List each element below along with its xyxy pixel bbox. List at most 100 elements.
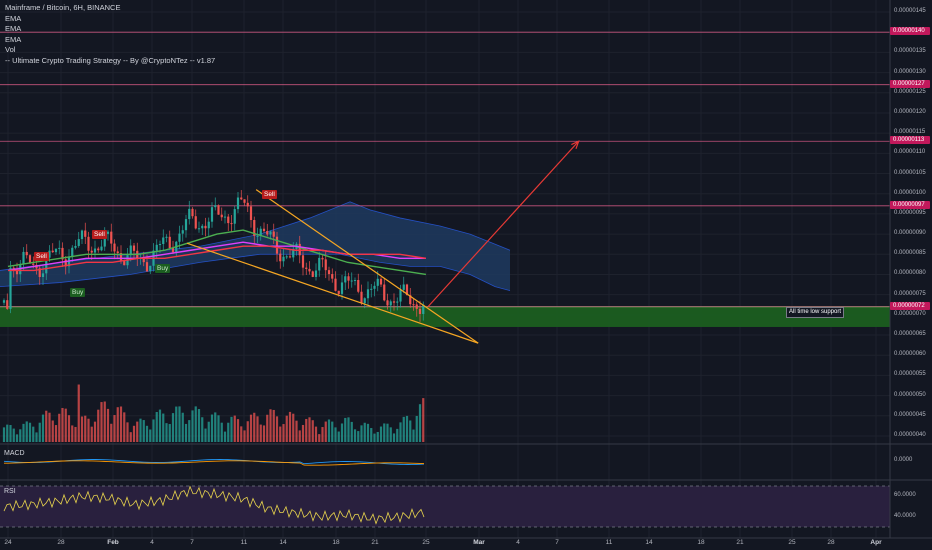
candle-body — [48, 250, 51, 258]
volume-bar — [412, 429, 415, 442]
volume-bar — [188, 420, 191, 442]
candle-body — [275, 236, 279, 254]
support-zone — [0, 306, 890, 327]
buy-signal-label: Buy — [70, 288, 86, 297]
volume-bar — [347, 417, 350, 442]
volume-bar — [181, 412, 184, 442]
candle-body — [246, 202, 249, 207]
candle-body — [266, 231, 269, 235]
volume-bar — [279, 426, 282, 442]
candle-body — [110, 231, 113, 244]
support-note: All time low support — [786, 307, 845, 318]
candle-body — [71, 247, 74, 258]
volume-bar — [275, 416, 279, 442]
legend-strategy[interactable]: -- Ultimate Crypto Trading Strategy -- B… — [5, 55, 216, 65]
volume-bar — [158, 409, 162, 442]
volume-bar — [178, 406, 181, 442]
volume-bar — [324, 421, 327, 442]
candle-body — [220, 214, 223, 218]
volume-bar — [64, 408, 67, 442]
volume-bar — [165, 423, 168, 442]
candle-body — [64, 259, 67, 267]
volume-bar — [9, 425, 12, 442]
candle-body — [318, 257, 321, 271]
volume-bar — [217, 415, 220, 442]
volume-bar — [295, 420, 298, 442]
candle-body — [188, 208, 191, 220]
horizontal-levels — [0, 31, 890, 308]
candle-body — [279, 253, 282, 262]
time-tick: 25 — [422, 539, 430, 546]
legend-ema-2[interactable]: EMA — [5, 24, 22, 33]
volume-bar — [422, 398, 425, 442]
time-tick: 25 — [788, 539, 796, 546]
time-tick: 14 — [279, 539, 287, 546]
volume-bar — [142, 420, 145, 442]
candle-body — [217, 205, 220, 215]
legend-volume[interactable]: Vol — [5, 45, 16, 54]
candle-body — [22, 251, 25, 265]
volume-bar — [103, 401, 106, 442]
candle-body — [41, 273, 45, 278]
candle-body — [357, 279, 360, 292]
volume-bar — [6, 424, 9, 442]
volume-bar — [168, 424, 171, 442]
candle-body — [84, 230, 87, 237]
volume-bar — [311, 420, 314, 442]
candle-body — [158, 244, 162, 246]
volume-bar — [405, 415, 409, 442]
price-level-tag: 0.00000113 — [890, 136, 930, 145]
candle-body — [184, 219, 188, 231]
candle-body — [350, 280, 353, 282]
candle-body — [327, 270, 331, 275]
candle-body — [243, 199, 246, 203]
projection-arrow — [427, 140, 580, 308]
candle-body — [97, 248, 100, 251]
time-tick: 7 — [190, 539, 194, 546]
candle-body — [379, 278, 383, 285]
candle-body — [25, 251, 28, 256]
volume-bar — [171, 413, 175, 442]
volume-bar — [373, 433, 376, 442]
candle-body — [269, 231, 272, 235]
candle-body — [324, 259, 327, 271]
price-tick: 0.00000095 — [894, 209, 926, 216]
candle-body — [360, 291, 363, 304]
candle-body — [77, 239, 80, 246]
candle-body — [93, 248, 97, 253]
volume-bar — [298, 430, 301, 442]
legend-ema-1[interactable]: EMA — [5, 13, 22, 23]
volume-bar — [240, 426, 243, 442]
ema-line-3 — [8, 245, 427, 272]
volume-bar — [84, 415, 87, 442]
candle-body — [214, 205, 217, 208]
volume-bar — [93, 421, 97, 442]
falling-wedge — [186, 189, 479, 344]
time-tick: Apr — [870, 539, 882, 546]
candle-body — [314, 270, 318, 277]
volume-bar — [67, 415, 71, 442]
price-axis[interactable]: 0.00000145 0.00000140 0.00000135 0.00000130… — [890, 0, 932, 538]
volume-bar — [249, 414, 253, 442]
macd-pane — [3, 459, 425, 466]
legend-title: Mainframe / Bitcoin, 6H, BINANCE — [5, 3, 121, 12]
candle-body — [67, 257, 71, 267]
volume-bar — [402, 416, 405, 442]
candle-body — [116, 251, 119, 254]
candle-body — [162, 237, 165, 245]
ema-line-1 — [7, 229, 427, 276]
volume-bar — [191, 410, 194, 442]
candle-body — [236, 197, 240, 210]
candle-body — [389, 301, 392, 306]
volume-bar — [334, 427, 337, 442]
volume-bar — [100, 402, 103, 442]
candle-body — [227, 216, 230, 224]
volume-bar — [197, 409, 201, 442]
macd-title: MACD — [4, 450, 25, 457]
candle-body — [6, 300, 9, 309]
volume-bar — [220, 422, 223, 442]
volume-bar — [396, 428, 399, 442]
legend-ema-3[interactable]: EMA — [5, 34, 22, 44]
